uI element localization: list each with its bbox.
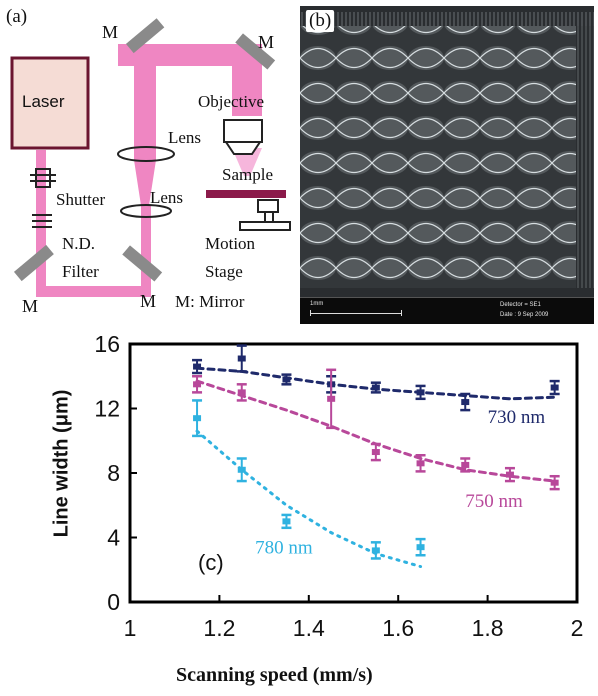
motion-stage-icon <box>239 199 291 231</box>
data-point <box>236 383 247 402</box>
data-point <box>281 373 292 386</box>
shutter-icon <box>30 168 56 188</box>
motion-stage-label-2: Stage <box>205 262 243 281</box>
sample-label: Sample <box>222 165 273 184</box>
mirror-top-left <box>125 18 165 54</box>
shutter-label: Shutter <box>56 190 106 209</box>
y-tick-label: 8 <box>107 460 120 486</box>
data-point <box>370 541 381 560</box>
x-axis-title: Scanning speed (mm/s) <box>176 664 373 686</box>
sample-bar <box>206 190 286 198</box>
setup-diagram <box>10 18 291 297</box>
objective-icon <box>223 119 263 143</box>
data-point <box>192 399 203 438</box>
scale-bar <box>310 313 402 314</box>
objective-label: Objective <box>198 92 265 111</box>
x-tick-label: 1.8 <box>472 615 504 641</box>
data-point <box>192 358 203 375</box>
y-tick-label: 4 <box>107 525 120 551</box>
mirror-label-bottom-left: M <box>22 296 39 316</box>
series-label: 750 nm <box>465 491 523 512</box>
mirror-label-bottom-right: M <box>140 291 157 311</box>
data-point <box>415 454 426 473</box>
lens-top-label: Lens <box>168 128 202 147</box>
series-label: 730 nm <box>488 407 546 428</box>
data-point <box>549 474 560 491</box>
data-point <box>415 384 426 401</box>
laser-box <box>10 56 90 150</box>
nd-filter-icon <box>32 214 52 228</box>
chart-svg: 1 1.2 1.4 1.6 1.8 2 0 4 8 12 16 730 nm 750 nm 780 nm <box>94 331 584 641</box>
data-point <box>281 513 292 530</box>
detector-label: Detector = SE1 <box>500 302 541 308</box>
lens-bottom-label: Lens <box>150 188 184 207</box>
x-tick-label: 1 <box>124 615 137 641</box>
data-point <box>370 381 381 394</box>
mirror-label-top-left: M <box>102 22 119 42</box>
data-point <box>236 457 247 483</box>
x-tick-label: 1.4 <box>293 615 325 641</box>
data-point <box>504 466 515 483</box>
lens-top-icon <box>117 146 175 162</box>
data-point <box>549 379 560 396</box>
y-tick-label: 16 <box>94 331 120 357</box>
data-point <box>370 442 381 462</box>
data-point <box>460 457 471 473</box>
sem-info-bar: 1mm Detector = SE1 Date : 9 Sep 2009 <box>300 297 594 324</box>
trend-line <box>195 429 423 569</box>
panel-c-label: (c) <box>198 550 224 575</box>
lens-bottom-icon <box>120 204 172 218</box>
y-axis-title: Line width (μm) <box>50 389 73 538</box>
panel-a-label: (a) <box>6 6 28 27</box>
trend-line <box>195 379 557 483</box>
data-point <box>192 375 203 394</box>
x-tick-label: 2 <box>571 615 584 641</box>
y-tick-label: 0 <box>107 589 120 615</box>
x-tick-label: 1.6 <box>382 615 414 641</box>
motion-stage-label-1: Motion <box>205 234 256 253</box>
series-label: 780 nm <box>255 538 313 559</box>
panel-b-label: (b) <box>306 10 335 32</box>
date-label: Date : 9 Sep 2009 <box>500 312 549 318</box>
mirror-top-right <box>235 33 276 70</box>
sem-image <box>300 6 594 298</box>
laser-label: Laser <box>22 92 65 111</box>
nd-filter-label-1: N.D. <box>62 234 96 253</box>
sem-micrograph: 1mm Detector = SE1 Date : 9 Sep 2009 (b) <box>300 6 594 324</box>
y-tick-label: 12 <box>94 396 120 422</box>
data-point <box>415 537 426 557</box>
setup-schematic: (a) Laser M M M M Lens Lens Objective Sa… <box>0 0 298 320</box>
mirror-label-top-right: M <box>258 32 275 52</box>
nd-filter-label-2: Filter <box>62 262 99 281</box>
data-point <box>236 344 247 373</box>
x-tick-label: 1.2 <box>203 615 235 641</box>
scale-label: 1mm <box>310 301 324 307</box>
data-point <box>460 392 471 412</box>
mirror-bottom-left <box>13 244 54 282</box>
line-width-chart: 1 1.2 1.4 1.6 1.8 2 0 4 8 12 16 730 nm 750 nm 780 nm… <box>0 320 598 691</box>
data-point <box>326 368 337 430</box>
mirror-bottom-right <box>122 245 163 282</box>
mirror-legend-label: M: Mirror <box>175 292 245 311</box>
